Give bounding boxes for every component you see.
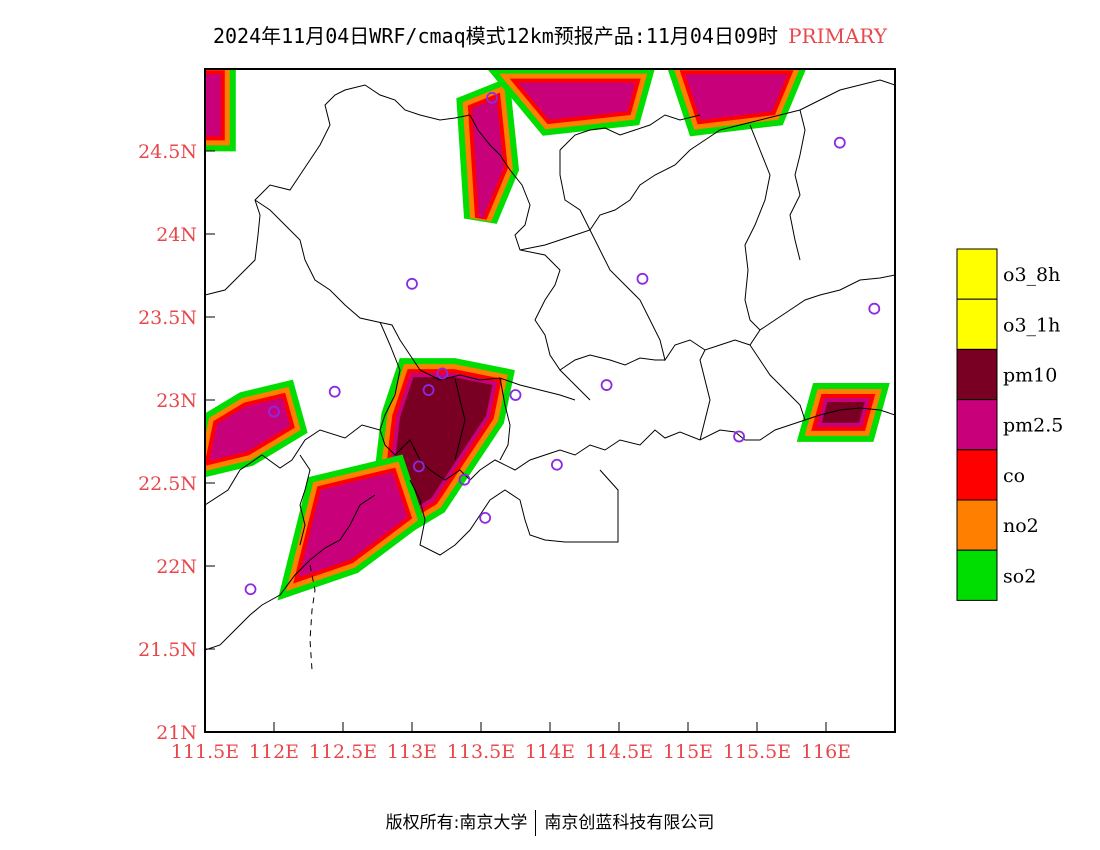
station-marker bbox=[406, 277, 418, 290]
lat-tick-label: 22.5N bbox=[138, 473, 197, 495]
map-frame bbox=[204, 68, 896, 733]
boundary-line bbox=[254, 199, 421, 371]
boundary-line bbox=[454, 377, 466, 461]
lat-tick-label: 24N bbox=[156, 224, 197, 246]
station-marker bbox=[509, 389, 522, 401]
station-markers bbox=[244, 91, 881, 596]
lat-tick-label: 24.5N bbox=[138, 141, 197, 163]
pollution-region-pm2.5 bbox=[277, 454, 426, 601]
lon-tick-label: 112.5E bbox=[309, 741, 377, 763]
pollution-region-pm2.5 bbox=[667, 69, 807, 137]
lon-tick-label: 116E bbox=[801, 741, 851, 763]
boundary-line bbox=[699, 349, 711, 441]
lon-tick-label: 115E bbox=[663, 741, 713, 763]
legend-swatch bbox=[956, 449, 998, 501]
pollution-region-pm2.5 bbox=[205, 69, 236, 152]
legend-swatch bbox=[956, 399, 998, 451]
lon-tick-label: 114E bbox=[525, 741, 575, 763]
boundary-line bbox=[309, 564, 316, 671]
boundary-line bbox=[789, 109, 806, 261]
legend-swatch bbox=[956, 499, 998, 551]
station-marker bbox=[412, 460, 425, 473]
boundary-lines bbox=[205, 79, 895, 671]
legend-swatch bbox=[956, 549, 998, 601]
lon-tick-label: 115.5E bbox=[723, 741, 791, 763]
coastline bbox=[205, 407, 895, 506]
footer-right: 南京创蓝科技有限公司 bbox=[544, 813, 715, 833]
lon-tick-label: 111.5E bbox=[171, 741, 239, 763]
legend-label: o3_8h bbox=[1003, 264, 1060, 286]
boundary-line bbox=[519, 79, 895, 251]
lat-tick-label: 23.5N bbox=[138, 307, 197, 329]
station-marker bbox=[551, 458, 563, 471]
legend-label: no2 bbox=[1003, 515, 1039, 537]
boundary-line bbox=[469, 114, 591, 401]
footer-credit: 版权所有:南京大学 南京创蓝科技有限公司 bbox=[0, 808, 1100, 836]
station-marker bbox=[636, 272, 649, 285]
legend-label: pm2.5 bbox=[1003, 415, 1063, 437]
pollution-layer bbox=[205, 69, 890, 601]
pearl-delta bbox=[409, 469, 619, 556]
station-marker bbox=[458, 473, 471, 486]
legend-label: co bbox=[1003, 465, 1025, 487]
station-marker bbox=[436, 367, 449, 380]
lat-tick-label: 23N bbox=[156, 390, 197, 412]
station-marker bbox=[328, 385, 341, 398]
boundary-line bbox=[589, 229, 895, 362]
chart-title: 2024年11月04日WRF/cmaq模式12km预报产品:11月04日09时 P… bbox=[0, 20, 1100, 49]
boundary-line bbox=[559, 354, 665, 371]
boundary-line bbox=[205, 84, 471, 296]
pollution-region-pm2.5 bbox=[456, 77, 520, 224]
legend-label: o3_1h bbox=[1003, 314, 1060, 336]
boundary-line bbox=[299, 454, 311, 546]
title-tag: PRIMARY bbox=[788, 24, 888, 48]
lon-tick-label: 113.5E bbox=[447, 741, 515, 763]
footer-separator bbox=[535, 810, 537, 836]
boundary-line bbox=[379, 321, 401, 431]
legend: o3_8h o3_1h pm10 pm2.5 co no2 so2 bbox=[956, 248, 1063, 601]
lat-tick-label: 21.5N bbox=[138, 639, 197, 661]
lat-tick-label: 21N bbox=[156, 722, 197, 744]
lon-tick-label: 114.5E bbox=[585, 741, 653, 763]
legend-swatch bbox=[956, 348, 998, 401]
station-marker bbox=[833, 136, 846, 149]
legend-swatch bbox=[956, 298, 998, 350]
boundary-line bbox=[744, 124, 771, 331]
boundary-line bbox=[559, 114, 701, 151]
station-marker bbox=[244, 583, 257, 596]
coastline-west bbox=[205, 494, 376, 651]
station-marker bbox=[268, 405, 280, 418]
legend-label: so2 bbox=[1003, 565, 1036, 587]
pollution-region-pm2.5 bbox=[205, 379, 308, 478]
title-main: 2024年11月04日WRF/cmaq模式12km预报产品:11月04日09时 bbox=[212, 24, 779, 48]
pollution-region-pm2.5 bbox=[487, 69, 655, 136]
station-marker bbox=[868, 302, 881, 315]
axis-ticks: 21N 21.5N 22N 22.5N 23N 23.5N 24N 24.5N 111.5E 11… bbox=[138, 141, 851, 763]
pollution-region-pm10 bbox=[796, 383, 890, 442]
lat-tick-label: 22N bbox=[156, 556, 197, 578]
boundary-line bbox=[749, 344, 806, 421]
legend-swatch bbox=[956, 248, 998, 300]
station-marker bbox=[422, 384, 435, 396]
station-marker bbox=[600, 379, 613, 391]
boundary-line bbox=[499, 377, 511, 461]
lon-tick-label: 113E bbox=[387, 741, 437, 763]
station-marker bbox=[479, 511, 492, 524]
boundary-line bbox=[559, 150, 591, 231]
footer-left: 版权所有:南京大学 bbox=[385, 813, 528, 833]
station-marker bbox=[733, 430, 745, 443]
legend-label: pm10 bbox=[1003, 365, 1057, 387]
station-marker bbox=[486, 91, 498, 104]
lon-tick-label: 112E bbox=[249, 741, 299, 763]
